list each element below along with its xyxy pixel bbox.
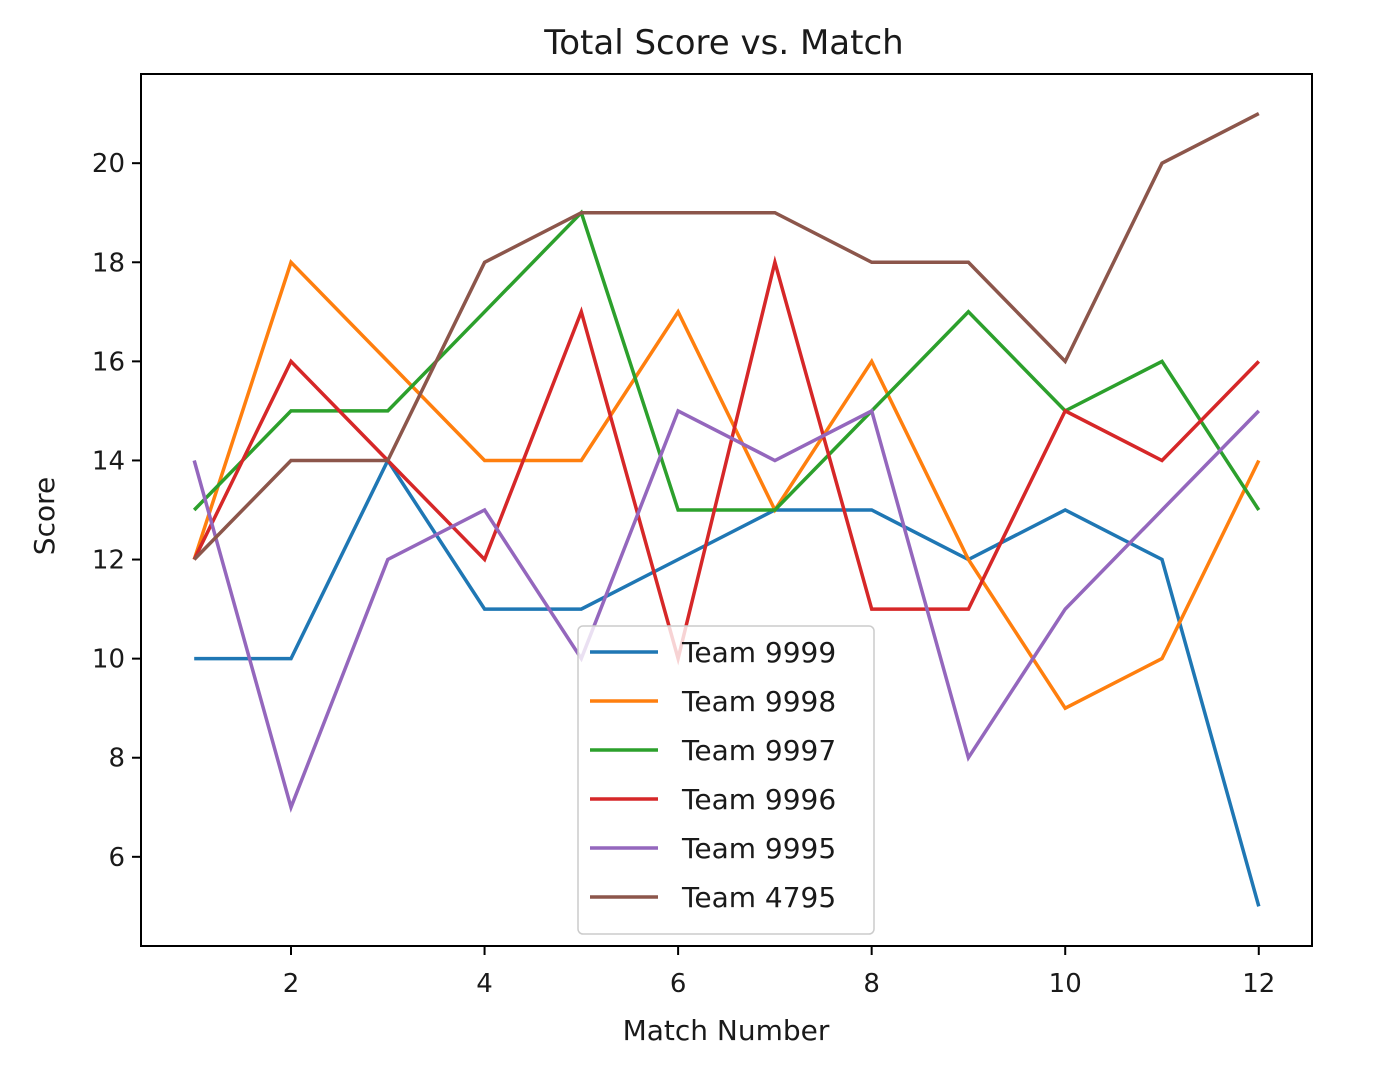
legend-entry-label: Team 9999: [681, 636, 836, 669]
y-tick-label: 10: [92, 645, 125, 675]
x-tick-label: 12: [1242, 969, 1275, 999]
legend-entry-label: Team 9997: [681, 734, 836, 767]
chart-title: Total Score vs. Match: [543, 23, 903, 63]
series-line-3: [192, 255, 1261, 666]
y-tick-label: 16: [92, 347, 125, 377]
x-tick-label: 6: [670, 969, 687, 999]
series-line-5: [192, 112, 1260, 561]
legend: Team 9999 Team 9998 Team 9997 Team 9996 Team…: [577, 625, 875, 935]
y-tick-label: 6: [108, 843, 125, 873]
legend-entry-label: Team 9995: [681, 832, 836, 865]
legend-entry-label: Team 9996: [681, 783, 836, 816]
series-line-1: [192, 259, 1261, 711]
y-axis-label: Score: [28, 477, 61, 555]
x-tick-label: 2: [283, 969, 300, 999]
series-line-4: [192, 408, 1261, 813]
plot-area: 2 4 6 8 10 12 6 8 10 12 14 16 18 20: [92, 73, 1313, 999]
x-tick-label: 8: [863, 969, 880, 999]
plot-frame: [140, 73, 1313, 947]
y-tick-label: 18: [92, 248, 125, 278]
y-tick-label: 12: [92, 546, 125, 576]
series-line-2: [192, 209, 1261, 512]
y-tick-label: 14: [92, 446, 125, 476]
legend-box: [577, 625, 875, 935]
y-tick-label: 20: [92, 149, 125, 179]
x-tick-label: 10: [1049, 969, 1082, 999]
x-tick-label: 4: [476, 969, 493, 999]
y-tick-label: 8: [108, 744, 125, 774]
series-line-0: [194, 456, 1261, 907]
x-axis-label: Match Number: [623, 1014, 830, 1047]
legend-entry-label: Team 4795: [681, 881, 836, 914]
legend-entry-label: Team 9998: [681, 685, 836, 718]
